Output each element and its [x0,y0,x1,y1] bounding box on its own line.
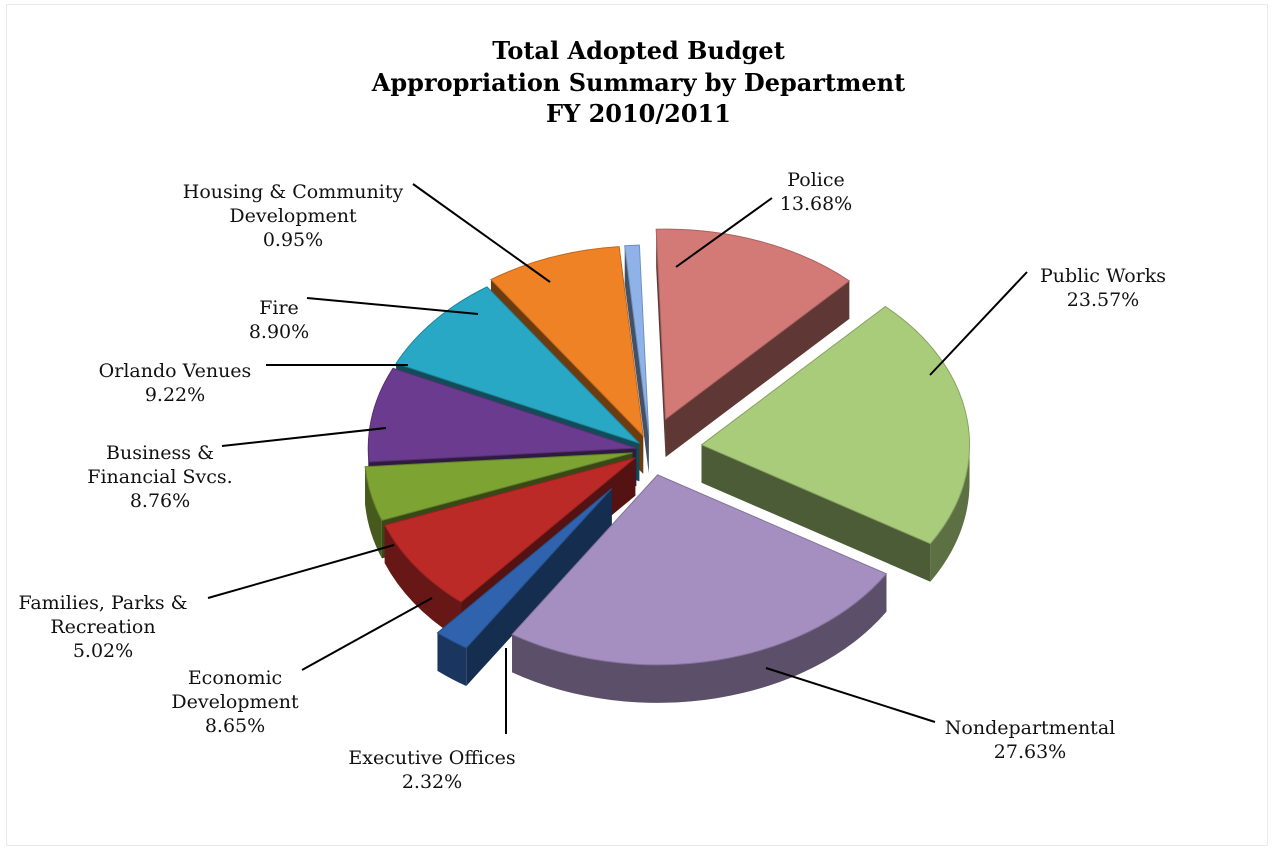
slice-side [437,632,467,687]
slice-percent: 8.90% [249,321,309,343]
slice-label: Recreation [50,616,155,638]
leader-line [412,183,551,283]
pie-slice-economic-development [383,457,636,603]
slice-side [930,444,970,582]
slice-label: Development [229,205,357,227]
slice-percent: 8.76% [130,490,190,512]
chart-title-line-3: FY 2010/2011 [546,99,731,128]
slice-percent: 27.63% [994,741,1066,763]
slice-side [512,573,887,703]
slice-label: Economic [188,667,282,689]
pie-slice-police [655,228,851,421]
slice-label: Families, Parks & [18,592,187,614]
slice-wall [701,444,931,582]
slice-label: Police [787,169,845,191]
slice-label: Public Works [1040,265,1166,287]
slice-label: Financial Svcs. [87,466,232,488]
pie-slice-orlando-venues [395,286,640,444]
slice-percent: 23.57% [1067,289,1139,311]
slice-label: Fire [259,297,299,319]
leader-line [675,197,773,268]
chart-title-line-2: Appropriation Summary by Department [371,68,906,97]
slice-percent: 5.02% [73,640,133,662]
slice-percent: 0.95% [263,229,323,251]
slice-wall [665,280,850,458]
leader-line [306,297,479,315]
leader-line [207,544,395,599]
pie-slice-business-financial-svcs [367,367,637,463]
slice-percent: 13.68% [780,193,852,215]
slice-wall [624,245,649,474]
leader-line [765,667,936,723]
slice-label: Business & [106,442,214,464]
slice-label: Housing & Community [183,181,404,203]
pie-slice-nondepartmental [511,474,888,666]
leader-line [929,271,1028,376]
chart-title-line-1: Total Adopted Budget [492,36,785,65]
slice-label: Orlando Venues [99,360,252,382]
slice-label: Executive Offices [348,747,515,769]
leader-line [301,597,433,671]
pie-slice-families-parks-recreation [364,452,633,521]
pie-top-layer [364,228,971,666]
leader-line [221,427,387,447]
slice-percent: 9.22% [145,384,205,406]
slice-label: Development [171,691,299,713]
chart-border [6,4,1268,846]
slice-percent: 2.32% [402,771,462,793]
slice-label: Nondepartmental [945,717,1115,739]
pie-slice-housing-community-development [624,244,650,436]
pie-slice-public-works [700,305,971,545]
pie-slice-fire [490,246,644,438]
slice-percent: 8.65% [205,715,265,737]
pie-slice-executive-offices [436,488,613,649]
